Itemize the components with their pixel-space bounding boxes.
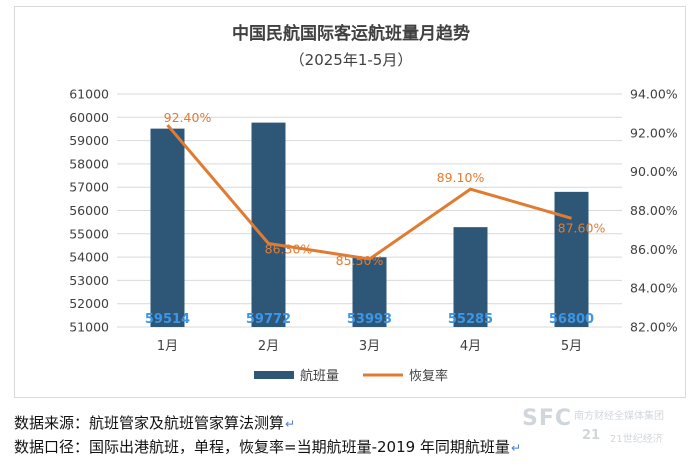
y-left-tick-label: 60000 — [69, 110, 109, 125]
watermark-sub: 南方财经全媒体集团 — [574, 411, 664, 422]
y-right-tick-label: 88.00% — [630, 203, 678, 218]
watermark-main: SFC — [522, 406, 573, 431]
scope-note-text: 数据口径：国际出港航班，单程，恢复率=当期航班量-2019 年同期航班量 — [14, 438, 510, 456]
bar-data-label: 59514 — [145, 312, 190, 327]
y-left-tick-label: 59000 — [69, 133, 109, 148]
chart-subtitle: （2025年1-5月） — [290, 51, 413, 69]
bar — [352, 257, 387, 327]
y-left-tick-label: 54000 — [69, 250, 109, 265]
legend-label-bar: 航班量 — [300, 368, 339, 384]
line-data-label: 85.50% — [336, 253, 384, 268]
source-note: 数据来源：航班管家及航班管家算法测算↵ — [14, 412, 295, 433]
scope-note: 数据口径：国际出港航班，单程，恢复率=当期航班量-2019 年同期航班量↵ — [14, 436, 521, 457]
legend-swatch-bar — [254, 371, 294, 379]
y-left-tick-label: 56000 — [69, 203, 109, 218]
watermark-logo-21: 21 — [582, 428, 601, 443]
line-data-label: 87.60% — [558, 220, 606, 235]
y-left-tick-label: 52000 — [69, 296, 109, 311]
legend-label-line: 恢复率 — [409, 368, 448, 384]
bar — [251, 122, 286, 327]
source-note-text: 数据来源：航班管家及航班管家算法测算 — [14, 414, 285, 432]
line-data-label: 92.40% — [164, 110, 212, 125]
bar — [554, 191, 589, 327]
y-left-tick-label: 61000 — [69, 87, 109, 102]
line-data-label: 89.10% — [437, 170, 485, 185]
line-data-label: 86.30% — [265, 242, 313, 257]
bar — [453, 227, 488, 327]
x-tick-label: 1月 — [157, 339, 178, 354]
bar — [150, 128, 185, 327]
y-right-tick-label: 92.00% — [630, 125, 678, 140]
bar-data-label: 55285 — [448, 312, 493, 327]
y-left-tick-label: 55000 — [69, 226, 109, 241]
bar-data-label: 59772 — [246, 312, 291, 327]
x-tick-label: 5月 — [561, 339, 582, 354]
y-left-tick-label: 51000 — [69, 320, 109, 335]
x-tick-label: 4月 — [460, 339, 481, 354]
y-right-tick-label: 94.00% — [630, 87, 678, 102]
return-mark: ↵ — [285, 417, 296, 431]
y-right-tick-label: 84.00% — [630, 281, 678, 296]
legend: 航班量 恢复率 — [254, 368, 448, 384]
return-mark: ↵ — [510, 441, 521, 455]
line-series — [166, 124, 572, 261]
x-tick-label: 2月 — [258, 339, 279, 354]
x-tick-label: 3月 — [359, 339, 380, 354]
y-right-tick-label: 90.00% — [630, 164, 678, 179]
chart-frame: 中国民航国际客运航班量月趋势 （2025年1-5月） 51000 52000 530… — [14, 6, 686, 398]
y-left-tick-label: 57000 — [69, 180, 109, 195]
chart-title: 中国民航国际客运航班量月趋势 — [232, 23, 470, 44]
y-right-tick-label: 86.00% — [630, 242, 678, 257]
bar-data-label: 56800 — [549, 312, 594, 327]
chart-svg: 中国民航国际客运航班量月趋势 （2025年1-5月） 51000 52000 530… — [69, 23, 678, 384]
bar-data-label: 53993 — [347, 312, 392, 327]
y-left-tick-label: 53000 — [69, 273, 109, 288]
watermark-logo-sub: 21世纪经济 — [610, 434, 663, 445]
y-right-tick-label: 82.00% — [630, 320, 678, 335]
y-left-tick-label: 58000 — [69, 156, 109, 171]
watermark-logo: SFC 南方财经全媒体集团 21 21世纪经济 — [522, 404, 692, 452]
